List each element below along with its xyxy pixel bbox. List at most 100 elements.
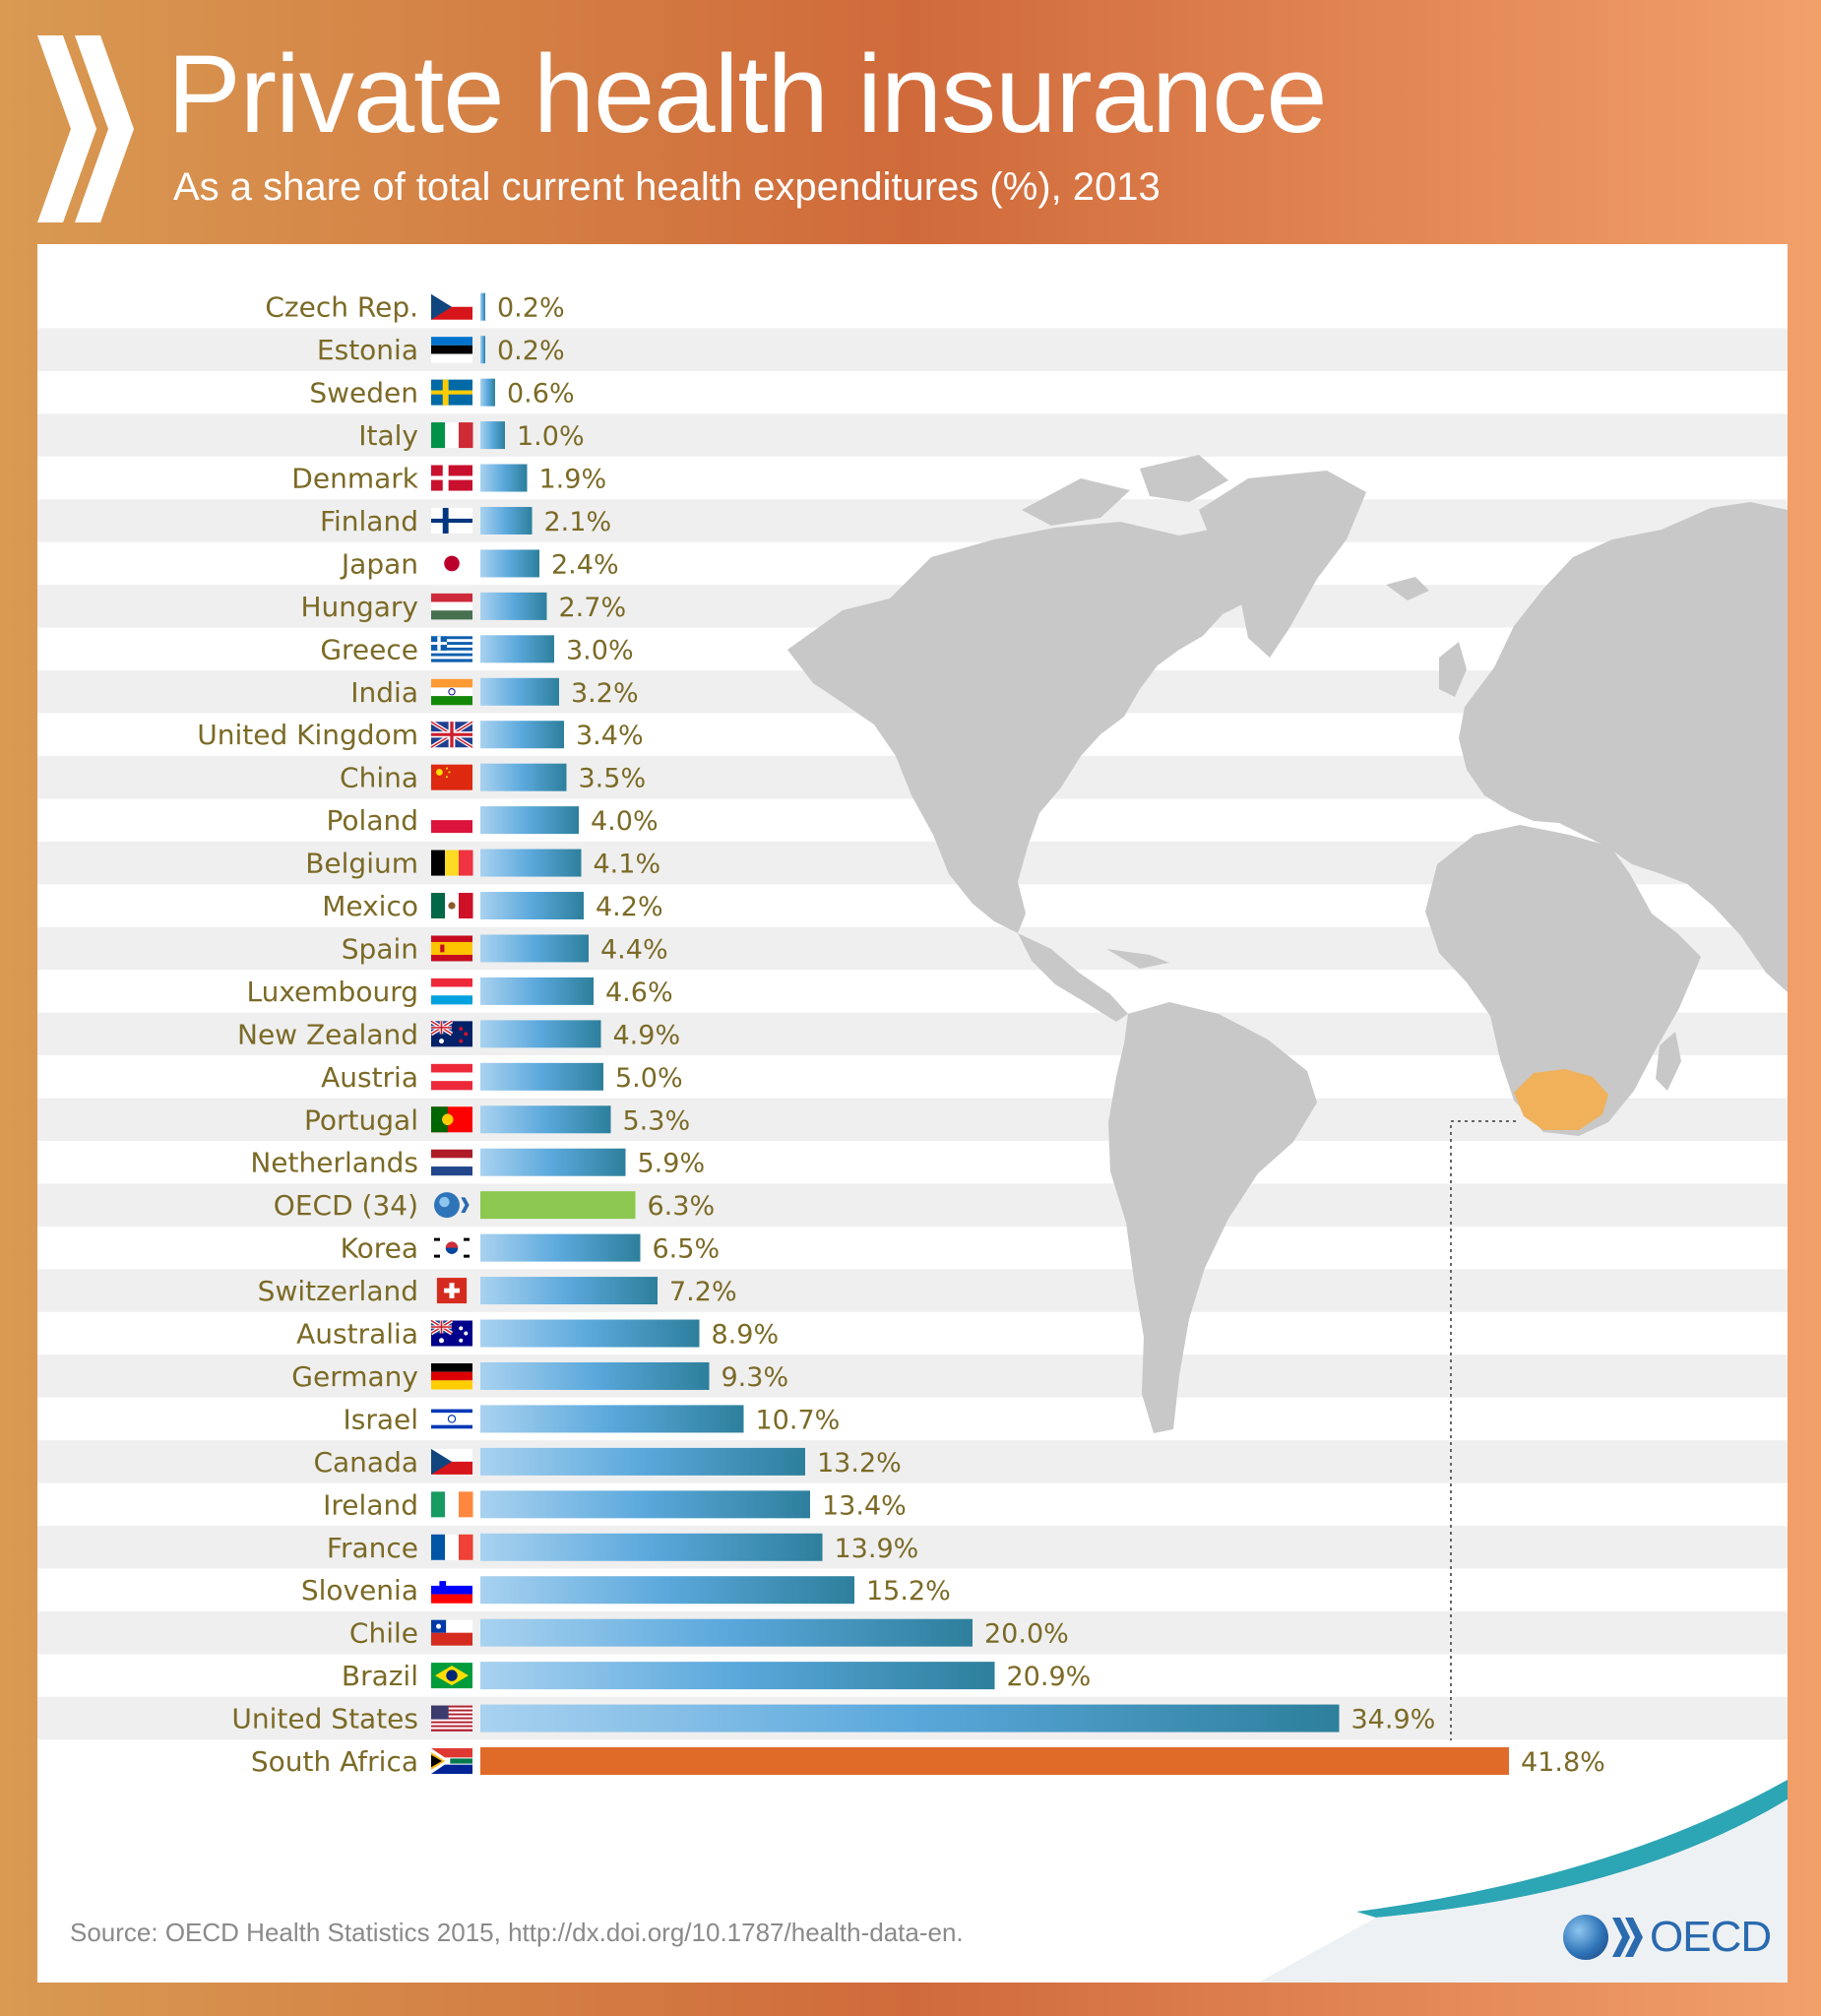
flag-australia-icon — [429, 1318, 472, 1347]
bar-poland — [480, 806, 579, 835]
bar-australia — [480, 1319, 700, 1348]
value-label-poland: 4.0% — [591, 806, 659, 837]
value-label-japan: 2.4% — [551, 549, 619, 580]
row-stripe — [37, 1354, 1788, 1398]
flag-south-africa-icon — [431, 1748, 472, 1775]
flag-spain-icon — [431, 935, 472, 962]
flag-korea-icon — [431, 1234, 472, 1261]
category-label-germany: Germany — [291, 1360, 418, 1393]
bar-chart: Czech Rep. 0.2% Estonia 0.2% Sweden 0.6% Italy… — [37, 291, 1788, 1983]
bar-finland — [480, 506, 533, 535]
flag-luxembourg-icon — [431, 977, 472, 1005]
value-label-austria: 5.0% — [615, 1063, 683, 1094]
value-label-canada: 13.2% — [817, 1448, 902, 1479]
row-stripe — [37, 1440, 1788, 1483]
row-stripe — [37, 1526, 1788, 1569]
flag-greece-icon — [431, 636, 472, 662]
category-label-poland: Poland — [327, 804, 418, 837]
bar-switzerland — [480, 1277, 658, 1305]
bar-netherlands — [480, 1148, 626, 1176]
category-label-australia: Australia — [296, 1318, 418, 1351]
bar-belgium — [480, 849, 582, 877]
value-label-germany: 9.3% — [722, 1362, 789, 1393]
chart-panel: Czech Rep. 0.2% Estonia 0.2% Sweden 0.6% Italy… — [37, 244, 1788, 1983]
value-label-brazil: 20.9% — [1007, 1662, 1092, 1692]
category-label-south-africa: South Africa — [251, 1745, 418, 1778]
category-label-brazil: Brazil — [342, 1660, 418, 1692]
category-label-korea: Korea — [341, 1232, 418, 1265]
value-label-chile: 20.0% — [984, 1619, 1069, 1650]
bar-slovenia — [480, 1576, 854, 1605]
value-label-australia: 8.9% — [712, 1320, 780, 1351]
oecd-logo-text: OECD — [1650, 1913, 1772, 1961]
category-label-france: France — [327, 1532, 418, 1564]
page-title: Private health insurance — [167, 32, 1328, 156]
category-label-ireland: Ireland — [323, 1488, 418, 1521]
category-label-japan: Japan — [340, 547, 418, 580]
value-label-portugal: 5.3% — [623, 1105, 691, 1136]
category-label-canada: Canada — [313, 1446, 418, 1479]
bar-israel — [480, 1405, 744, 1433]
bar-germany — [480, 1361, 710, 1390]
value-label-czech-rep: 0.2% — [497, 293, 565, 324]
bar-brazil — [480, 1662, 995, 1690]
value-label-belgium: 4.1% — [594, 850, 661, 880]
category-label-sweden: Sweden — [309, 377, 418, 410]
value-label-sweden: 0.6% — [507, 379, 575, 410]
flag-belgium-icon — [431, 850, 473, 876]
oecd-logo-chevrons-icon — [1612, 1918, 1643, 1957]
category-label-netherlands: Netherlands — [250, 1147, 418, 1179]
flag-portugal-icon — [431, 1106, 472, 1133]
value-label-netherlands: 5.9% — [638, 1149, 706, 1179]
bar-united-kingdom — [480, 721, 564, 749]
bar-sweden — [480, 378, 495, 407]
category-label-mexico: Mexico — [322, 890, 418, 922]
flag-mexico-icon — [431, 893, 473, 919]
flag-united-kingdom-icon — [429, 720, 474, 749]
flag-united-states-icon — [431, 1705, 472, 1732]
category-label-united-kingdom: United Kingdom — [197, 719, 418, 751]
flag-chile-icon — [431, 1619, 472, 1646]
flag-india-icon — [431, 678, 472, 706]
flag-hungary-icon — [431, 593, 472, 620]
value-label-denmark: 1.9% — [539, 465, 607, 495]
south-africa-leader-line — [1450, 1120, 1516, 1740]
category-label-greece: Greece — [320, 633, 418, 665]
category-label-luxembourg: Luxembourg — [246, 976, 418, 1008]
value-label-switzerland: 7.2% — [669, 1277, 737, 1307]
bar-czech-rep — [480, 292, 485, 321]
bar-oecd-34 — [480, 1191, 636, 1220]
category-label-oecd-34: OECD (34) — [274, 1189, 418, 1222]
oecd-globe-icon — [1563, 1915, 1608, 1960]
oecd-logo: OECD — [1563, 1912, 1772, 1963]
flag-czech-rep-icon — [431, 293, 472, 320]
flag-new-zealand-icon — [429, 1019, 472, 1047]
bar-china — [480, 763, 567, 791]
flag-canada-icon — [431, 1448, 472, 1475]
value-label-spain: 4.4% — [600, 934, 668, 965]
row-stripe — [37, 328, 1788, 371]
value-label-korea: 6.5% — [653, 1234, 721, 1265]
value-label-hungary: 2.7% — [559, 593, 627, 623]
oecd-chevrons-icon — [37, 35, 134, 222]
bar-italy — [480, 421, 505, 450]
value-label-estonia: 0.2% — [497, 336, 565, 366]
value-label-mexico: 4.2% — [596, 892, 663, 922]
flag-slovenia-icon — [431, 1577, 472, 1604]
flag-oecd-34-icon — [433, 1192, 470, 1219]
category-label-estonia: Estonia — [317, 334, 418, 366]
flag-switzerland-icon — [436, 1278, 468, 1304]
bar-japan — [480, 549, 539, 578]
category-label-india: India — [350, 676, 418, 709]
bar-canada — [480, 1447, 805, 1476]
bar-luxembourg — [480, 976, 594, 1005]
category-label-new-zealand: New Zealand — [237, 1018, 418, 1050]
category-label-china: China — [340, 762, 418, 794]
row-stripe — [37, 499, 1788, 542]
bar-estonia — [480, 336, 485, 364]
category-label-belgium: Belgium — [305, 848, 418, 880]
bar-united-states — [480, 1704, 1340, 1732]
flag-austria-icon — [431, 1063, 472, 1091]
bar-new-zealand — [480, 1020, 601, 1048]
